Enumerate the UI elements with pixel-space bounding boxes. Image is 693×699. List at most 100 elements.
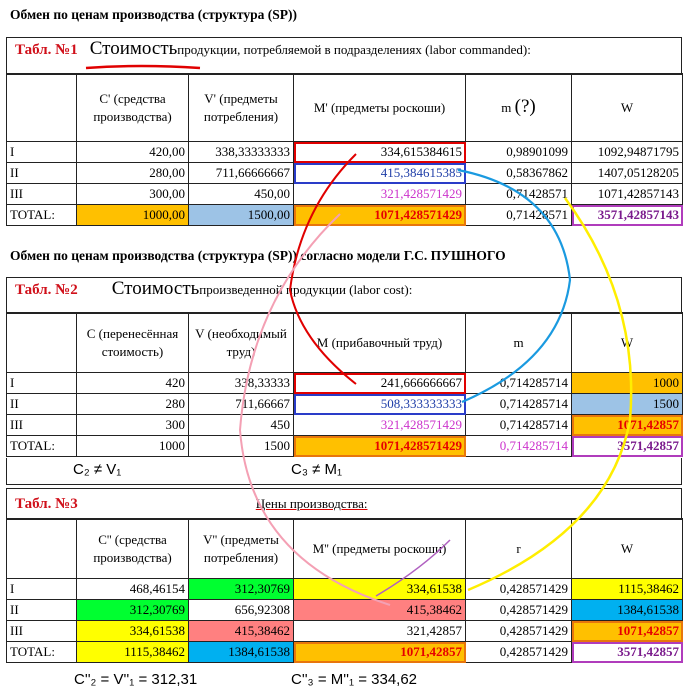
row-label: II (6, 599, 77, 621)
table1-label: Табл. №1 (15, 42, 78, 58)
table3-header-w: W (571, 518, 683, 579)
table-total-row: TOTAL: 1000,00 1500,00 1071,428571429 0,… (6, 204, 683, 226)
cell: 711,66666667 (188, 162, 294, 184)
table-row: II 280,00 711,66666667 415,384615385 0,5… (6, 162, 683, 184)
table1-header-w: W (571, 73, 683, 142)
cell: 1115,38462 (76, 641, 189, 663)
row-label: I (6, 578, 77, 600)
cell: 0,71428571 (465, 204, 572, 226)
table2-label: Табл. №2 (15, 282, 78, 298)
cell-highlight-blue: 508,333333333 (293, 393, 466, 415)
cell: 415,38462 (293, 599, 466, 621)
cell: 321,428571429 (293, 414, 466, 436)
cell-total-w: 3571,42857 (571, 435, 683, 457)
note-c3-m1: C₃ ≠ M₁ (291, 461, 343, 478)
cell: 334,61538 (293, 578, 466, 600)
table-row: I 468,46154 312,30769 334,61538 0,428571… (6, 578, 683, 600)
row-label: III (6, 620, 77, 642)
cell: 334,61538 (76, 620, 189, 642)
cell: 1500 (571, 393, 683, 415)
cell: 1384,61538 (571, 599, 683, 621)
table2-header-v: V (необходимый труд) (188, 312, 294, 373)
cell: 0,428571429 (465, 578, 572, 600)
title-1: Обмен по ценам производства (структура (… (10, 7, 297, 22)
row-label: I (6, 372, 77, 394)
cell: 1115,38462 (571, 578, 683, 600)
cell: 0,714285714 (465, 435, 572, 457)
table3-header-row: С'' (средства производства) V'' (предмет… (6, 518, 683, 579)
row-label: TOTAL: (6, 204, 77, 226)
cell-total-m: 1071,428571429 (293, 204, 466, 226)
cell: 1384,61538 (188, 641, 294, 663)
cell: 1000,00 (76, 204, 189, 226)
table-3: С'' (средства производства) V'' (предмет… (6, 518, 683, 663)
cell-highlight-blue: 415,384615385 (293, 162, 466, 184)
cell: 0,71428571 (465, 183, 572, 205)
table3-label: Табл. №3 (15, 495, 78, 512)
cell: 312,30769 (76, 599, 189, 621)
table1-header-m: M' (предметы роскоши) (293, 73, 466, 142)
table1-header-v: V' (предметы потребления) (188, 73, 294, 142)
table2-caption-bar: Табл. №2 Стоимость произведенной продукц… (6, 277, 682, 314)
cell: 0,58367862 (465, 162, 572, 184)
cell: 0,428571429 (465, 599, 572, 621)
cell: 1092,94871795 (571, 141, 683, 163)
cell: 711,66667 (188, 393, 294, 415)
cell: 1000 (76, 435, 189, 457)
table3-header-m: M'' (предметы роскоши) (293, 518, 466, 579)
table2-header-m: M (прибавочный труд) (293, 312, 466, 373)
table2-header-c: С (перенесённая стоимость) (76, 312, 189, 373)
cell: 280,00 (76, 162, 189, 184)
cell: 0,98901099 (465, 141, 572, 163)
table2-header-row: С (перенесённая стоимость) V (необходимы… (6, 312, 683, 373)
row-label: TOTAL: (6, 641, 77, 663)
table1-header-rate: m (?) (465, 73, 572, 142)
cell: 0,428571429 (465, 641, 572, 663)
table2-header-0 (6, 312, 77, 373)
table-row: I 420 338,33333 241,666666667 0,71428571… (6, 372, 683, 394)
cell: 312,30769 (188, 578, 294, 600)
cell: 1500,00 (188, 204, 294, 226)
cell: 656,92308 (188, 599, 294, 621)
cell-total-m: 1071,42857 (293, 641, 466, 663)
table2-note-row: C₂ ≠ V₁ C₃ ≠ M₁ (6, 458, 682, 485)
cell: 1000 (571, 372, 683, 394)
table1-header-row: С' (средства производства) V' (предметы … (6, 73, 683, 142)
row-label: III (6, 183, 77, 205)
cell-total-m: 1071,428571429 (293, 435, 466, 457)
cell: 0,714285714 (465, 372, 572, 394)
cell: 338,33333 (188, 372, 294, 394)
cell-total-w: 3571,42857 (571, 641, 683, 663)
cell: 338,33333333 (188, 141, 294, 163)
cell-highlight-red: 241,666666667 (293, 372, 466, 394)
table3-header-0 (6, 518, 77, 579)
row-label: TOTAL: (6, 435, 77, 457)
table-2: С (перенесённая стоимость) V (необходимы… (6, 312, 683, 457)
cell: 468,46154 (76, 578, 189, 600)
cell: 1071,42857 (571, 620, 683, 642)
cell: 1500 (188, 435, 294, 457)
table1-header-m-rate: m (501, 100, 512, 115)
table1-caption-rest: продукции, потребляемой в подразделениях… (177, 42, 531, 57)
table1-header-c: С' (средства производства) (76, 73, 189, 142)
note-c2-v1: C₂ ≠ V₁ (73, 461, 122, 478)
cell: 321,428571429 (293, 183, 466, 205)
table2-caption-rest: произведенной продукции (labor cost): (199, 282, 413, 297)
bottom-note-c3: C''₃ = M''₁ = 334,62 (291, 671, 418, 688)
cell: 450 (188, 414, 294, 436)
table-total-row: TOTAL: 1000 1500 1071,428571429 0,714285… (6, 435, 683, 457)
cell: 280 (76, 393, 189, 415)
row-label: II (6, 162, 77, 184)
table-total-row: TOTAL: 1115,38462 1384,61538 1071,42857 … (6, 641, 683, 663)
row-label: I (6, 141, 77, 163)
table-row: III 334,61538 415,38462 321,42857 0,4285… (6, 620, 683, 642)
table3-header-v: V'' (предметы потребления) (188, 518, 294, 579)
cell: 1071,42857143 (571, 183, 683, 205)
cell: 1407,05128205 (571, 162, 683, 184)
table-1: С' (средства производства) V' (предметы … (6, 73, 683, 226)
cell-total-w: 3571,42857143 (571, 204, 683, 226)
cell: 450,00 (188, 183, 294, 205)
table3-header-r: r (465, 518, 572, 579)
table3-header-c: С'' (средства производства) (76, 518, 189, 579)
table-row: II 312,30769 656,92308 415,38462 0,42857… (6, 599, 683, 621)
